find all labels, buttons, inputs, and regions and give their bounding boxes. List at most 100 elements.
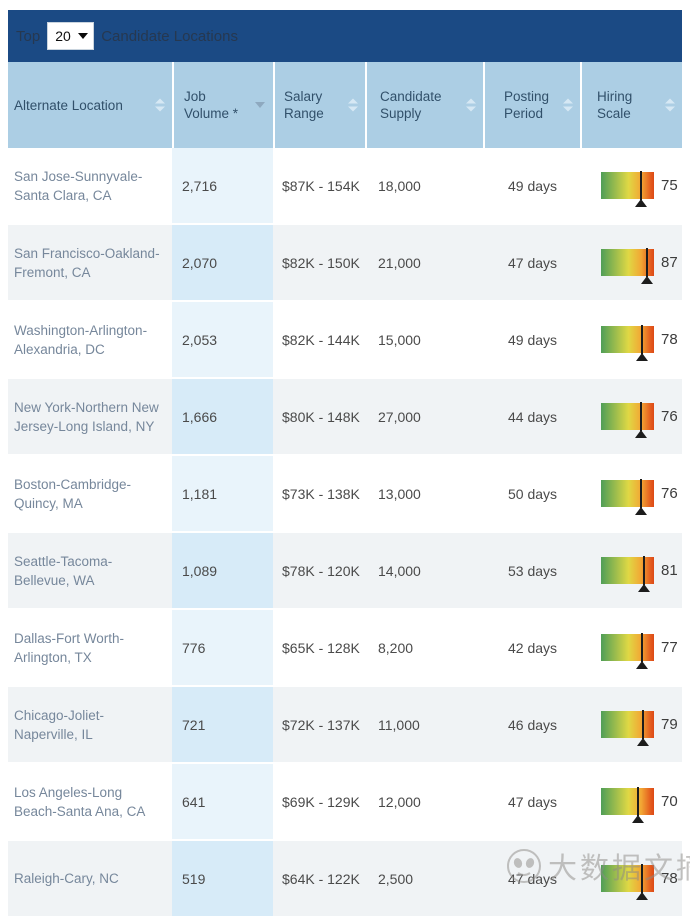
job-volume-value: 776 bbox=[182, 639, 206, 656]
location-cell: Los Angeles-Long Beach-Santa Ana, CA bbox=[8, 764, 172, 839]
location-cell: San Jose-Sunnyvale-Santa Clara, CA bbox=[8, 148, 172, 223]
hiring-scale-gauge bbox=[601, 248, 654, 284]
job-volume-value: 519 bbox=[182, 870, 206, 887]
location-text: Washington-Arlington-Alexandria, DC bbox=[14, 322, 148, 357]
posting-period-cell: 49 days bbox=[483, 148, 580, 223]
posting-period-cell: 42 days bbox=[483, 610, 580, 685]
location-text: Dallas-Fort Worth-Arlington, TX bbox=[14, 630, 125, 665]
top-bar: Top 20 Candidate Locations bbox=[8, 10, 682, 62]
gauge-needle-icon bbox=[635, 479, 648, 515]
posting-period-cell: 47 days bbox=[483, 764, 580, 839]
candidate-supply-value: 27,000 bbox=[378, 408, 421, 425]
posting-period-value: 44 days bbox=[508, 408, 558, 425]
salary-range-value: $78K - 120K bbox=[282, 562, 360, 579]
location-cell: Raleigh-Cary, NC bbox=[8, 841, 172, 916]
hiring-scale-gauge bbox=[601, 171, 654, 207]
salary-range-cell: $73K - 138K bbox=[273, 456, 365, 531]
candidate-supply-cell: 15,000 bbox=[365, 302, 483, 377]
column-header-job-volume[interactable]: Job Volume * bbox=[172, 62, 273, 148]
location-text: Boston-Cambridge-Quincy, MA bbox=[14, 476, 132, 511]
hiring-scale-cell: 75 bbox=[580, 148, 682, 223]
salary-range-cell: $82K - 150K bbox=[273, 225, 365, 300]
job-volume-cell: 2,053 bbox=[172, 302, 273, 377]
location-cell: Seattle-Tacoma-Bellevue, WA bbox=[8, 533, 172, 608]
salary-range-cell: $82K - 144K bbox=[273, 302, 365, 377]
candidate-locations-label: Candidate Locations bbox=[101, 27, 238, 45]
hiring-scale-value: 79 bbox=[661, 716, 678, 733]
table-row: San Jose-Sunnyvale-Santa Clara, CA 2,716… bbox=[8, 148, 682, 223]
hiring-scale-cell: 77 bbox=[580, 610, 682, 685]
posting-period-value: 49 days bbox=[508, 331, 558, 348]
hiring-scale-gauge bbox=[601, 556, 654, 592]
candidate-supply-cell: 12,000 bbox=[365, 764, 483, 839]
gauge-needle-icon bbox=[641, 248, 654, 284]
candidate-supply-value: 21,000 bbox=[378, 254, 421, 271]
candidate-supply-value: 18,000 bbox=[378, 177, 421, 194]
hiring-scale-gauge bbox=[601, 787, 654, 823]
sort-icon[interactable] bbox=[155, 98, 165, 112]
table-row: Boston-Cambridge-Quincy, MA 1,181 $73K -… bbox=[8, 456, 682, 531]
hiring-scale-value: 75 bbox=[661, 177, 678, 194]
salary-range-value: $69K - 129K bbox=[282, 793, 360, 810]
hiring-scale-value: 81 bbox=[661, 562, 678, 579]
hiring-scale-cell: 78 bbox=[580, 841, 682, 916]
gauge-needle-icon bbox=[635, 633, 648, 669]
sort-icon[interactable] bbox=[348, 98, 358, 112]
salary-range-value: $87K - 154K bbox=[282, 177, 360, 194]
job-volume-value: 721 bbox=[182, 716, 206, 733]
table-row: New York-Northern New Jersey-Long Island… bbox=[8, 379, 682, 454]
job-volume-value: 2,053 bbox=[182, 331, 218, 348]
job-volume-value: 2,070 bbox=[182, 254, 218, 271]
candidate-supply-value: 12,000 bbox=[378, 793, 421, 810]
job-volume-value: 2,716 bbox=[182, 177, 218, 194]
posting-period-value: 53 days bbox=[508, 562, 558, 579]
candidate-supply-cell: 27,000 bbox=[365, 379, 483, 454]
table-row: Chicago-Joliet-Naperville, IL 721 $72K -… bbox=[8, 687, 682, 762]
salary-range-cell: $87K - 154K bbox=[273, 148, 365, 223]
sort-desc-icon[interactable] bbox=[255, 102, 265, 108]
hiring-scale-gauge bbox=[601, 710, 654, 746]
job-volume-cell: 641 bbox=[172, 764, 273, 839]
location-cell: New York-Northern New Jersey-Long Island… bbox=[8, 379, 172, 454]
salary-range-cell: $64K - 122K bbox=[273, 841, 365, 916]
hiring-scale-cell: 70 bbox=[580, 764, 682, 839]
sort-icon[interactable] bbox=[466, 98, 476, 112]
job-volume-cell: 1,089 bbox=[172, 533, 273, 608]
posting-period-value: 50 days bbox=[508, 485, 558, 502]
top-count-select[interactable]: 20 bbox=[47, 22, 95, 50]
location-text: San Francisco-Oakland-Fremont, CA bbox=[14, 245, 160, 280]
candidate-supply-value: 2,500 bbox=[378, 870, 414, 887]
location-text: Chicago-Joliet-Naperville, IL bbox=[14, 707, 105, 742]
column-header-candidate-supply[interactable]: Candidate Supply bbox=[365, 62, 483, 148]
hiring-scale-gauge bbox=[601, 402, 654, 438]
hiring-scale-gauge bbox=[601, 864, 654, 900]
sort-icon[interactable] bbox=[563, 98, 573, 112]
column-header-posting-period[interactable]: Posting Period bbox=[483, 62, 580, 148]
salary-range-value: $65K - 128K bbox=[282, 639, 360, 656]
location-cell: Washington-Arlington-Alexandria, DC bbox=[8, 302, 172, 377]
salary-range-value: $64K - 122K bbox=[282, 870, 360, 887]
salary-range-cell: $80K - 148K bbox=[273, 379, 365, 454]
gauge-needle-icon bbox=[637, 556, 650, 592]
posting-period-cell: 47 days bbox=[483, 225, 580, 300]
hiring-scale-value: 76 bbox=[661, 485, 678, 502]
gauge-needle-icon bbox=[634, 171, 647, 207]
column-header-alternate-location[interactable]: Alternate Location bbox=[8, 62, 172, 148]
job-volume-cell: 1,666 bbox=[172, 379, 273, 454]
candidate-supply-cell: 8,200 bbox=[365, 610, 483, 685]
candidate-supply-value: 13,000 bbox=[378, 485, 421, 502]
sort-icon[interactable] bbox=[665, 98, 675, 112]
gauge-needle-icon bbox=[636, 710, 649, 746]
salary-range-cell: $65K - 128K bbox=[273, 610, 365, 685]
column-header-hiring-scale[interactable]: Hiring Scale bbox=[580, 62, 682, 148]
salary-range-value: $82K - 150K bbox=[282, 254, 360, 271]
posting-period-value: 47 days bbox=[508, 870, 558, 887]
chevron-down-icon bbox=[78, 33, 89, 39]
column-header-salary-range[interactable]: Salary Range bbox=[273, 62, 365, 148]
hiring-scale-cell: 76 bbox=[580, 456, 682, 531]
candidate-supply-value: 11,000 bbox=[378, 716, 420, 733]
hiring-scale-value: 78 bbox=[661, 331, 678, 348]
job-volume-value: 641 bbox=[182, 793, 206, 810]
posting-period-cell: 53 days bbox=[483, 533, 580, 608]
location-cell: Chicago-Joliet-Naperville, IL bbox=[8, 687, 172, 762]
